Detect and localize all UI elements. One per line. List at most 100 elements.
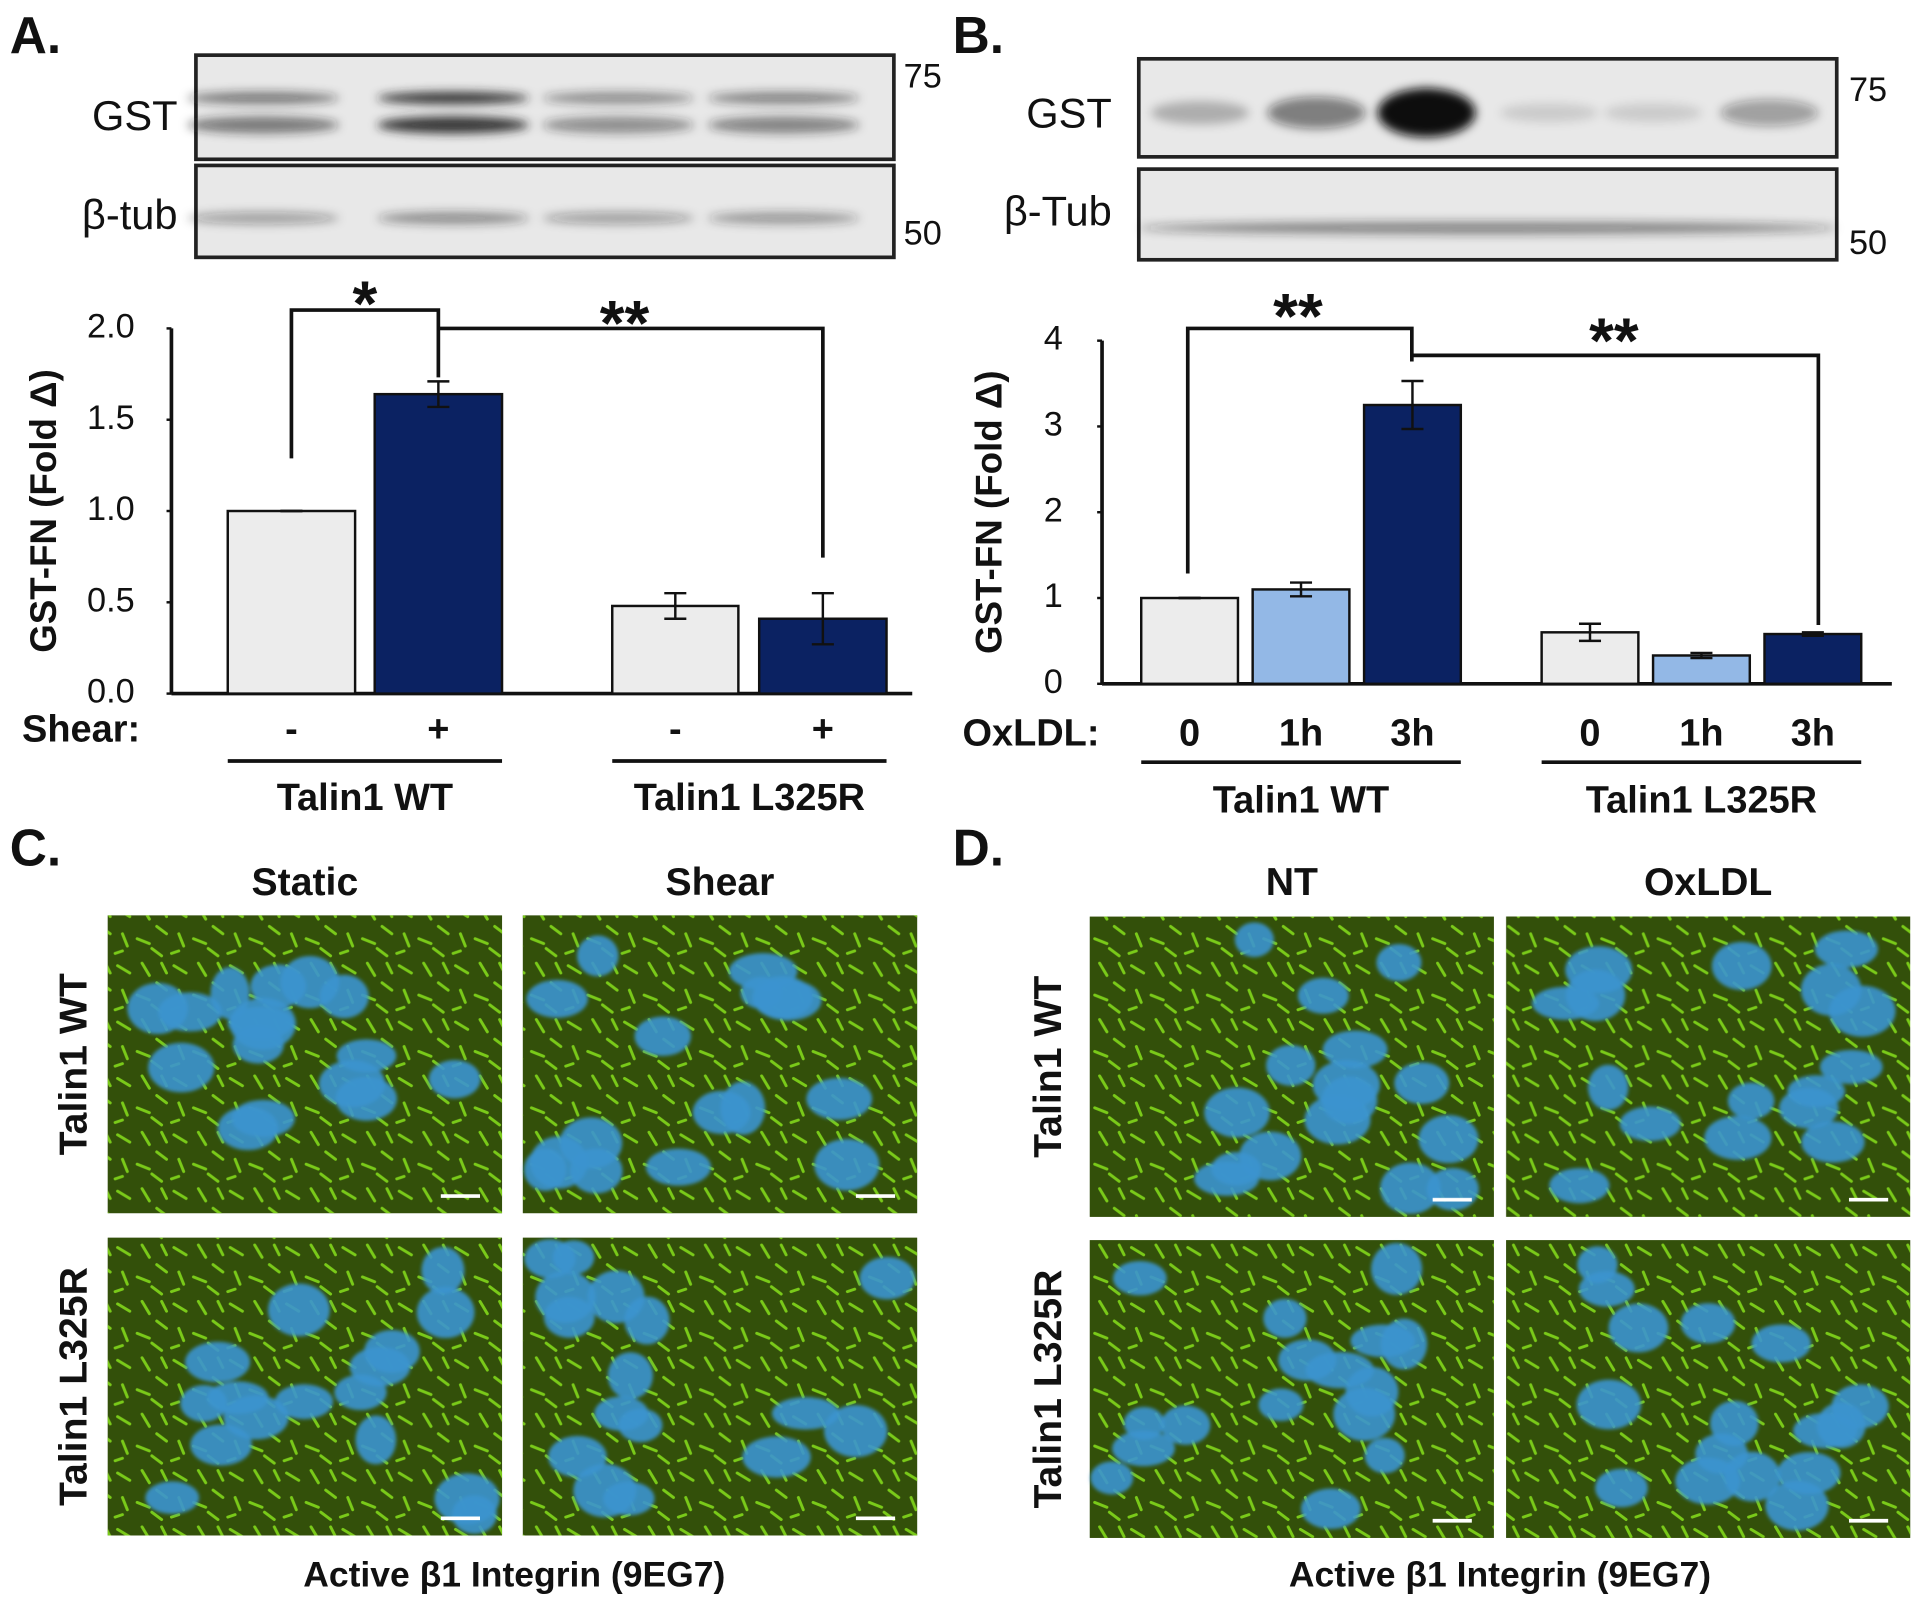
- nucleus: [1819, 1049, 1883, 1085]
- band: [707, 91, 860, 105]
- nucleus: [1576, 1379, 1642, 1430]
- nucleus: [1394, 1062, 1450, 1104]
- nucleus: [1364, 1437, 1405, 1474]
- marker-label: 75: [1849, 71, 1887, 109]
- nucleus: [207, 1381, 269, 1414]
- row-label: Talin1 L325R: [1027, 1270, 1070, 1509]
- nucleus: [1297, 977, 1349, 1014]
- column-label: NT: [1266, 861, 1318, 904]
- nucleus: [1801, 1121, 1865, 1163]
- nuclei: [145, 1246, 500, 1534]
- nucleus: [421, 1246, 465, 1295]
- y-tick-label: 0.5: [87, 581, 135, 619]
- band: [707, 212, 860, 225]
- band: [1377, 88, 1476, 138]
- nucleus: [334, 1374, 387, 1411]
- y-tick-label: 1.5: [87, 399, 135, 437]
- nucleus: [543, 1296, 595, 1338]
- nucleus: [318, 1060, 386, 1108]
- nucleus: [231, 1099, 295, 1138]
- nucleus: [603, 1481, 655, 1516]
- x-tick-label: 1h: [1679, 712, 1723, 754]
- band: [1267, 96, 1366, 129]
- error-bar: [811, 591, 834, 646]
- bar: [1251, 588, 1351, 686]
- nucleus: [1777, 1452, 1841, 1495]
- nucleus: [1587, 1064, 1629, 1111]
- nucleus: [1680, 1303, 1736, 1344]
- nucleus: [274, 1384, 334, 1420]
- blot-frame: [194, 163, 896, 260]
- band: [1151, 101, 1249, 125]
- significance-label: **: [1589, 305, 1639, 376]
- nucleus: [607, 1352, 653, 1400]
- significance-label: *: [353, 269, 378, 340]
- nuclei: [1532, 930, 1896, 1204]
- nucleus: [232, 1025, 284, 1064]
- nucleus: [742, 1436, 811, 1478]
- nucleus: [1204, 1087, 1270, 1138]
- bar: [226, 509, 357, 695]
- nuclei: [1576, 1246, 1889, 1531]
- column-label: OxLDL: [1644, 861, 1772, 904]
- blot-bands: [1138, 88, 1837, 235]
- y-tick-label: 1.0: [87, 490, 135, 528]
- nucleus: [1710, 1400, 1759, 1446]
- band: [542, 212, 695, 225]
- marker-label: 50: [1849, 224, 1887, 262]
- y-tick-label: 2.0: [87, 307, 135, 345]
- nucleus: [771, 1397, 840, 1430]
- band-label: GST: [92, 92, 178, 139]
- band: [542, 116, 695, 134]
- band: [377, 91, 529, 105]
- nucleus: [1266, 1044, 1316, 1086]
- group-label: Talin1 WT: [277, 777, 453, 819]
- nucleus: [1371, 1242, 1423, 1295]
- nucleus: [1418, 1115, 1479, 1164]
- micrograph: [107, 1237, 503, 1536]
- nucleus: [1578, 1271, 1635, 1307]
- x-tick-label: 1h: [1279, 712, 1323, 754]
- panel-label: C.: [10, 818, 61, 876]
- row-label: Talin1 L325R: [52, 1267, 95, 1506]
- x-tick-label: +: [427, 709, 449, 751]
- nuclei: [1090, 1242, 1428, 1529]
- panel-label: A.: [10, 6, 61, 64]
- nucleus: [1090, 1461, 1134, 1495]
- micrograph: [522, 1237, 918, 1536]
- significance-bracket: [438, 326, 825, 558]
- y-tick-label: 3: [1044, 406, 1063, 444]
- x-tick-label: +: [812, 709, 834, 751]
- error-bar: [1578, 622, 1602, 643]
- bar: [373, 392, 504, 695]
- nucleus: [355, 1415, 397, 1465]
- nucleus: [1234, 922, 1274, 958]
- nucleus: [148, 1042, 215, 1093]
- nucleus: [720, 1081, 766, 1135]
- error-bar: [664, 591, 687, 620]
- nucleus: [1426, 1167, 1479, 1211]
- significance-bracket: [1411, 353, 1821, 625]
- nucleus: [364, 1330, 420, 1374]
- micrograph: [522, 915, 918, 1214]
- y-tick-label: 2: [1044, 491, 1063, 529]
- significance-bracket: [289, 308, 441, 459]
- nucleus: [1549, 1167, 1610, 1204]
- nucleus: [645, 1148, 712, 1186]
- y-tick-label: 0.0: [87, 673, 135, 711]
- nuclei: [1194, 922, 1479, 1214]
- group-label: Talin1 WT: [1213, 780, 1389, 822]
- band: [1720, 99, 1819, 127]
- nucleus: [1711, 941, 1772, 990]
- nucleus: [1322, 1030, 1388, 1069]
- band: [707, 116, 860, 134]
- x-tick-label: 3h: [1390, 712, 1434, 754]
- nucleus: [185, 1341, 251, 1383]
- significance-label: **: [600, 288, 650, 359]
- x-axis-label: Shear:: [22, 709, 140, 751]
- nucleus: [752, 976, 813, 1019]
- error-bar: [1801, 631, 1824, 637]
- nucleus: [1300, 1488, 1361, 1529]
